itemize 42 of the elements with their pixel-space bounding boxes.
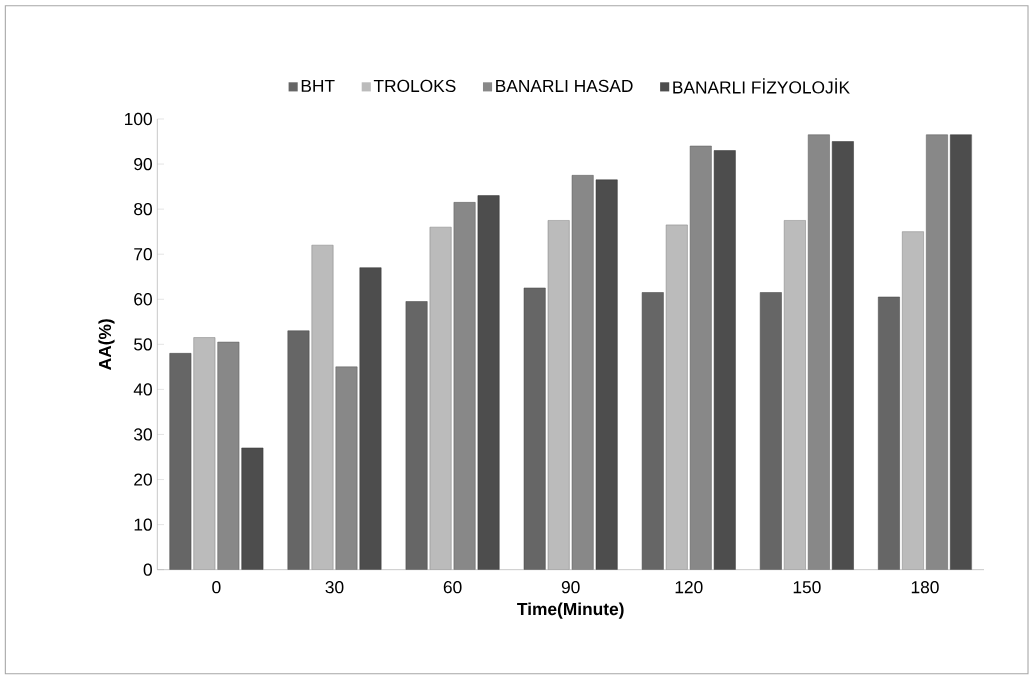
- y-tick-label: 70: [134, 248, 152, 261]
- bar: [287, 330, 310, 570]
- bar: [759, 292, 782, 570]
- x-tick-label: 0: [212, 581, 221, 594]
- x-tick-label: 150: [793, 581, 821, 594]
- y-axis-title: AA(%): [98, 319, 115, 370]
- bar: [950, 134, 972, 570]
- bar: [169, 353, 192, 570]
- y-tick-label: 80: [134, 202, 152, 216]
- bar: [713, 150, 736, 570]
- bar: [926, 134, 948, 570]
- x-tick-label: 120: [675, 581, 703, 594]
- bar: [878, 296, 900, 570]
- bar: [359, 267, 382, 570]
- legend-label: BANARLI FİZYOLOJİK: [673, 78, 850, 94]
- y-tick-label: 20: [134, 473, 152, 486]
- bar: [405, 301, 428, 570]
- bar: [807, 134, 830, 570]
- y-tick-label: 0: [143, 563, 152, 576]
- x-tick-label: 180: [911, 581, 939, 594]
- x-tick-label: 60: [443, 581, 462, 594]
- y-tick-label: 10: [134, 518, 152, 531]
- legend-label: TROLOKS: [373, 79, 456, 93]
- legend-label: BANARLI HASAD: [496, 79, 633, 93]
- y-tick-label: 50: [134, 338, 152, 351]
- x-tick-label: 90: [561, 581, 580, 594]
- y-tick-label: 30: [134, 428, 152, 441]
- y-tick-label: 40: [133, 383, 152, 396]
- bar: [902, 231, 924, 570]
- y-tick-label: 60: [134, 293, 152, 306]
- y-tick-label: 90: [134, 157, 152, 171]
- bar: [241, 447, 264, 570]
- x-tick-label: 30: [325, 581, 344, 594]
- y-tick-label: 100: [125, 112, 152, 126]
- x-axis-title: Time(Minute): [517, 602, 624, 619]
- bar: [783, 220, 806, 570]
- bar: [595, 179, 618, 570]
- bar: [831, 141, 854, 570]
- legend-label: BHT: [301, 79, 335, 92]
- bar: [477, 195, 500, 570]
- bar: [523, 287, 546, 570]
- bar: [641, 292, 664, 570]
